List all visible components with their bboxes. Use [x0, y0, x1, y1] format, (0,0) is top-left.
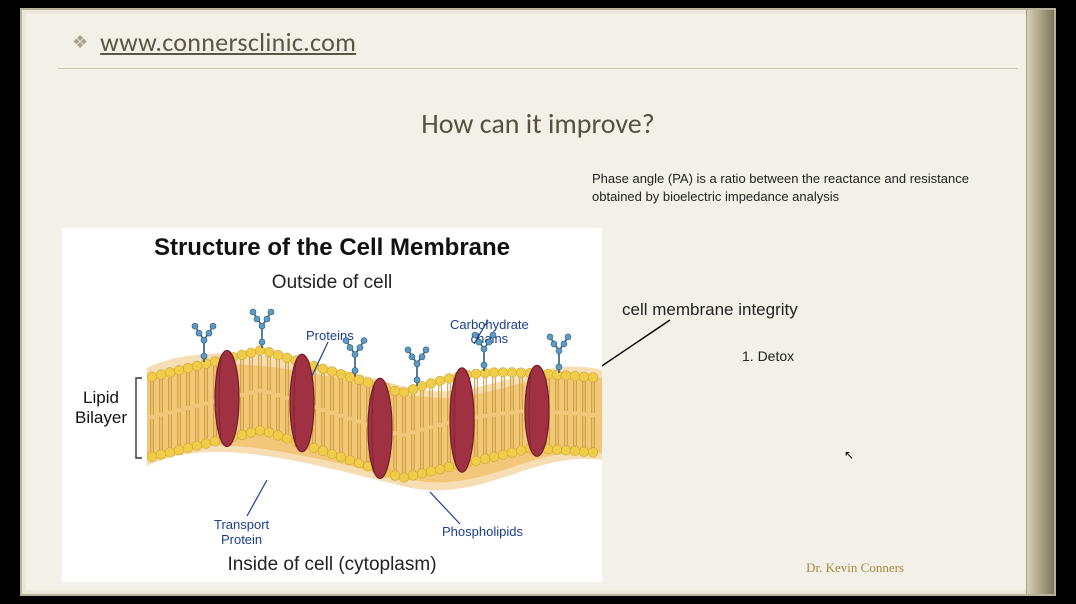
- presentation-page: ❖ www.connersclinic.com How can it impro…: [20, 8, 1056, 596]
- mouse-cursor-icon: ↖: [844, 448, 854, 462]
- membrane-svg: [62, 228, 602, 568]
- author-credit: Dr. Kevin Conners: [806, 560, 904, 576]
- cell-membrane-diagram: Structure of the Cell Membrane Outside o…: [62, 228, 602, 582]
